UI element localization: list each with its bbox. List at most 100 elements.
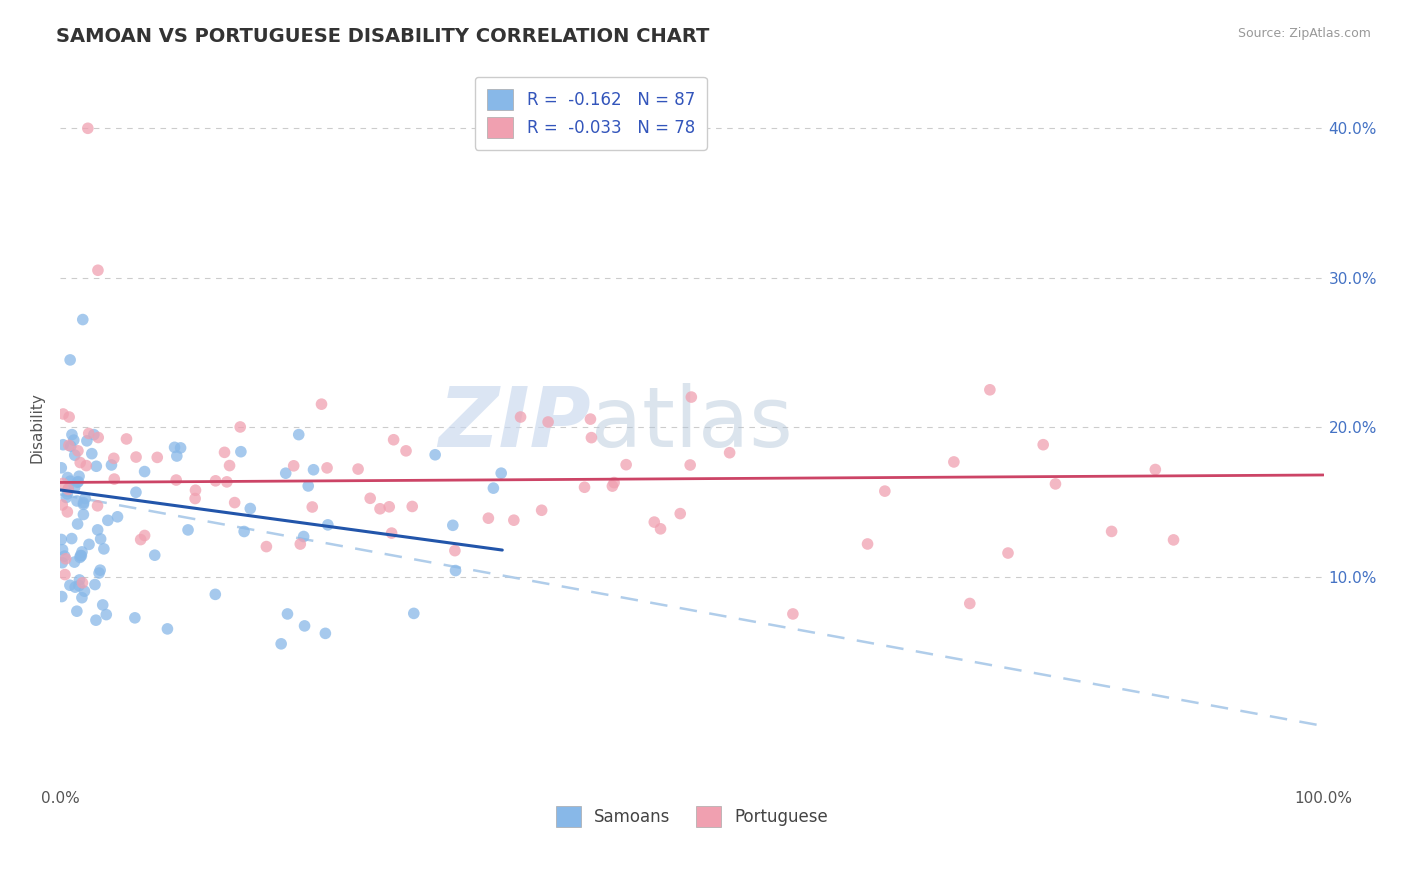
Point bbox=[70, 549, 93, 563]
Point bbox=[530, 503, 553, 517]
Point bbox=[276, 607, 298, 621]
Point bbox=[292, 529, 315, 543]
Point bbox=[311, 397, 333, 411]
Point bbox=[97, 513, 120, 527]
Point bbox=[579, 412, 602, 426]
Text: Source: ZipAtlas.com: Source: ZipAtlas.com bbox=[1237, 27, 1371, 40]
Point bbox=[302, 463, 325, 477]
Point bbox=[679, 458, 702, 472]
Point bbox=[52, 407, 75, 421]
Point bbox=[107, 509, 129, 524]
Point bbox=[51, 533, 73, 547]
Point bbox=[270, 637, 292, 651]
Point bbox=[959, 597, 981, 611]
Point bbox=[67, 475, 90, 489]
Point bbox=[59, 439, 82, 453]
Point bbox=[86, 523, 108, 537]
Point bbox=[229, 444, 252, 458]
Point bbox=[83, 427, 105, 442]
Point bbox=[60, 427, 83, 442]
Point bbox=[134, 465, 156, 479]
Point bbox=[143, 548, 166, 562]
Point bbox=[229, 420, 252, 434]
Point bbox=[58, 438, 80, 452]
Point bbox=[115, 432, 138, 446]
Point bbox=[51, 590, 73, 604]
Point bbox=[72, 312, 94, 326]
Point bbox=[55, 491, 77, 505]
Point bbox=[782, 607, 804, 621]
Point bbox=[509, 409, 531, 424]
Point bbox=[59, 352, 82, 367]
Y-axis label: Disability: Disability bbox=[30, 392, 44, 463]
Point bbox=[75, 491, 97, 506]
Point bbox=[444, 543, 467, 558]
Point bbox=[59, 474, 82, 488]
Point bbox=[58, 482, 80, 496]
Point bbox=[942, 455, 965, 469]
Point bbox=[87, 566, 110, 580]
Point bbox=[70, 545, 93, 559]
Point bbox=[63, 480, 86, 494]
Point bbox=[72, 496, 94, 510]
Point bbox=[72, 497, 94, 511]
Point bbox=[58, 409, 80, 424]
Point bbox=[51, 498, 73, 512]
Legend: Samoans, Portuguese: Samoans, Portuguese bbox=[547, 797, 837, 835]
Point bbox=[177, 523, 200, 537]
Point bbox=[63, 580, 86, 594]
Point bbox=[301, 500, 323, 514]
Point bbox=[165, 473, 187, 487]
Point bbox=[347, 462, 370, 476]
Point bbox=[423, 448, 446, 462]
Point bbox=[73, 584, 96, 599]
Point bbox=[401, 500, 423, 514]
Point bbox=[1144, 462, 1167, 476]
Point bbox=[873, 484, 896, 499]
Point bbox=[66, 443, 89, 458]
Point bbox=[67, 579, 90, 593]
Point bbox=[91, 598, 114, 612]
Point bbox=[979, 383, 1001, 397]
Point bbox=[80, 447, 103, 461]
Point bbox=[103, 472, 125, 486]
Point bbox=[215, 475, 238, 489]
Point bbox=[96, 607, 118, 622]
Point bbox=[163, 440, 186, 454]
Text: SAMOAN VS PORTUGUESE DISABILITY CORRELATION CHART: SAMOAN VS PORTUGUESE DISABILITY CORRELAT… bbox=[56, 27, 710, 45]
Point bbox=[69, 573, 91, 587]
Point bbox=[603, 475, 626, 490]
Point bbox=[283, 458, 305, 473]
Point bbox=[169, 441, 191, 455]
Point bbox=[66, 516, 89, 531]
Point bbox=[70, 591, 93, 605]
Point bbox=[204, 587, 226, 601]
Point bbox=[66, 604, 89, 618]
Point bbox=[359, 491, 381, 506]
Point bbox=[56, 470, 79, 484]
Point bbox=[129, 533, 152, 547]
Point bbox=[69, 550, 91, 565]
Point bbox=[62, 433, 84, 447]
Point bbox=[86, 499, 108, 513]
Point bbox=[87, 430, 110, 444]
Point bbox=[669, 507, 692, 521]
Point bbox=[381, 526, 404, 541]
Point bbox=[77, 537, 100, 551]
Point bbox=[368, 501, 391, 516]
Point bbox=[76, 121, 98, 136]
Point bbox=[166, 449, 188, 463]
Point bbox=[51, 460, 73, 475]
Point bbox=[72, 508, 94, 522]
Text: atlas: atlas bbox=[591, 383, 793, 464]
Point bbox=[482, 481, 505, 495]
Point bbox=[444, 564, 467, 578]
Point bbox=[52, 476, 75, 491]
Point bbox=[56, 487, 79, 501]
Point bbox=[58, 483, 80, 497]
Point bbox=[51, 556, 73, 570]
Point bbox=[602, 479, 624, 493]
Point bbox=[314, 626, 336, 640]
Point bbox=[402, 607, 425, 621]
Point bbox=[441, 518, 464, 533]
